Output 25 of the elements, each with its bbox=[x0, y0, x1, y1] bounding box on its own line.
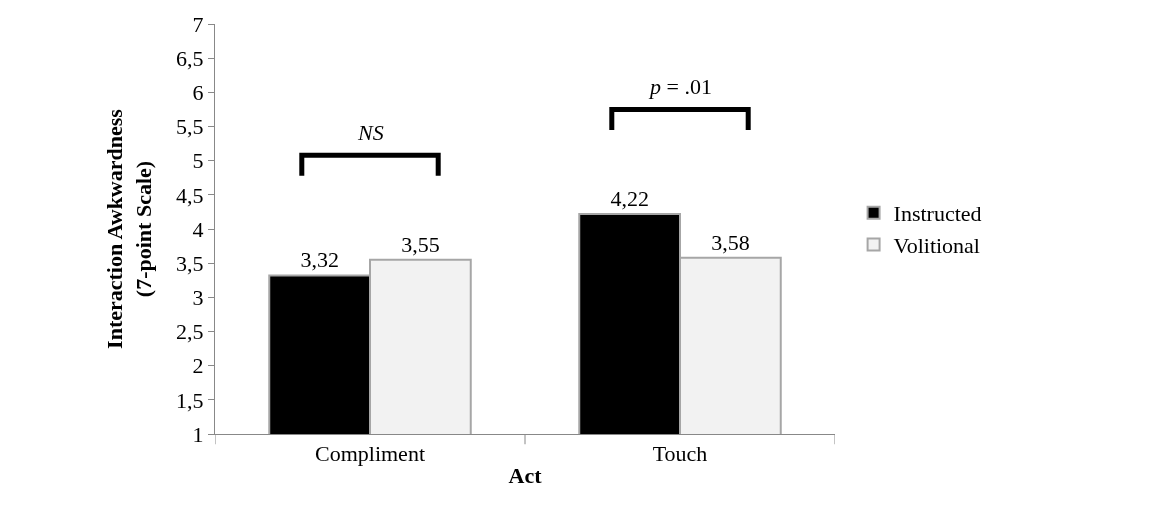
y-tick-label: 2 bbox=[192, 353, 204, 379]
y-tick-label: 4 bbox=[192, 216, 204, 242]
legend-label: Instructed bbox=[893, 201, 982, 227]
y-tick-label: 4,5 bbox=[176, 182, 204, 208]
annotation: p = .01 bbox=[648, 74, 712, 99]
data-label: 4,22 bbox=[610, 185, 649, 211]
x-axis-title: Act bbox=[508, 463, 543, 489]
y-tick-label: 2,5 bbox=[176, 319, 204, 345]
y-tick-label: 3,5 bbox=[176, 250, 204, 276]
y-axis-title: Interaction Awkwardness (7-point Scale) bbox=[102, 108, 156, 349]
legend-label: Volitional bbox=[893, 232, 980, 258]
annotation: NS bbox=[357, 120, 384, 145]
y-tick-label: 7 bbox=[192, 11, 204, 37]
y-tick-label: 1,5 bbox=[176, 387, 204, 413]
y-tick-label: 1 bbox=[192, 421, 204, 447]
data-label: 3,55 bbox=[401, 231, 440, 257]
x-tick-label: Touch bbox=[652, 441, 708, 467]
y-tick-label: 6 bbox=[192, 80, 204, 106]
data-label: 3,58 bbox=[711, 229, 750, 255]
y-tick-label: 3 bbox=[192, 285, 204, 311]
y-tick-label: 5,5 bbox=[176, 114, 204, 140]
x-tick-label: Compliment bbox=[315, 441, 425, 467]
y-tick-label: 5 bbox=[192, 148, 204, 174]
data-label: 3,32 bbox=[300, 247, 339, 273]
y-tick-label: 6,5 bbox=[176, 45, 204, 71]
